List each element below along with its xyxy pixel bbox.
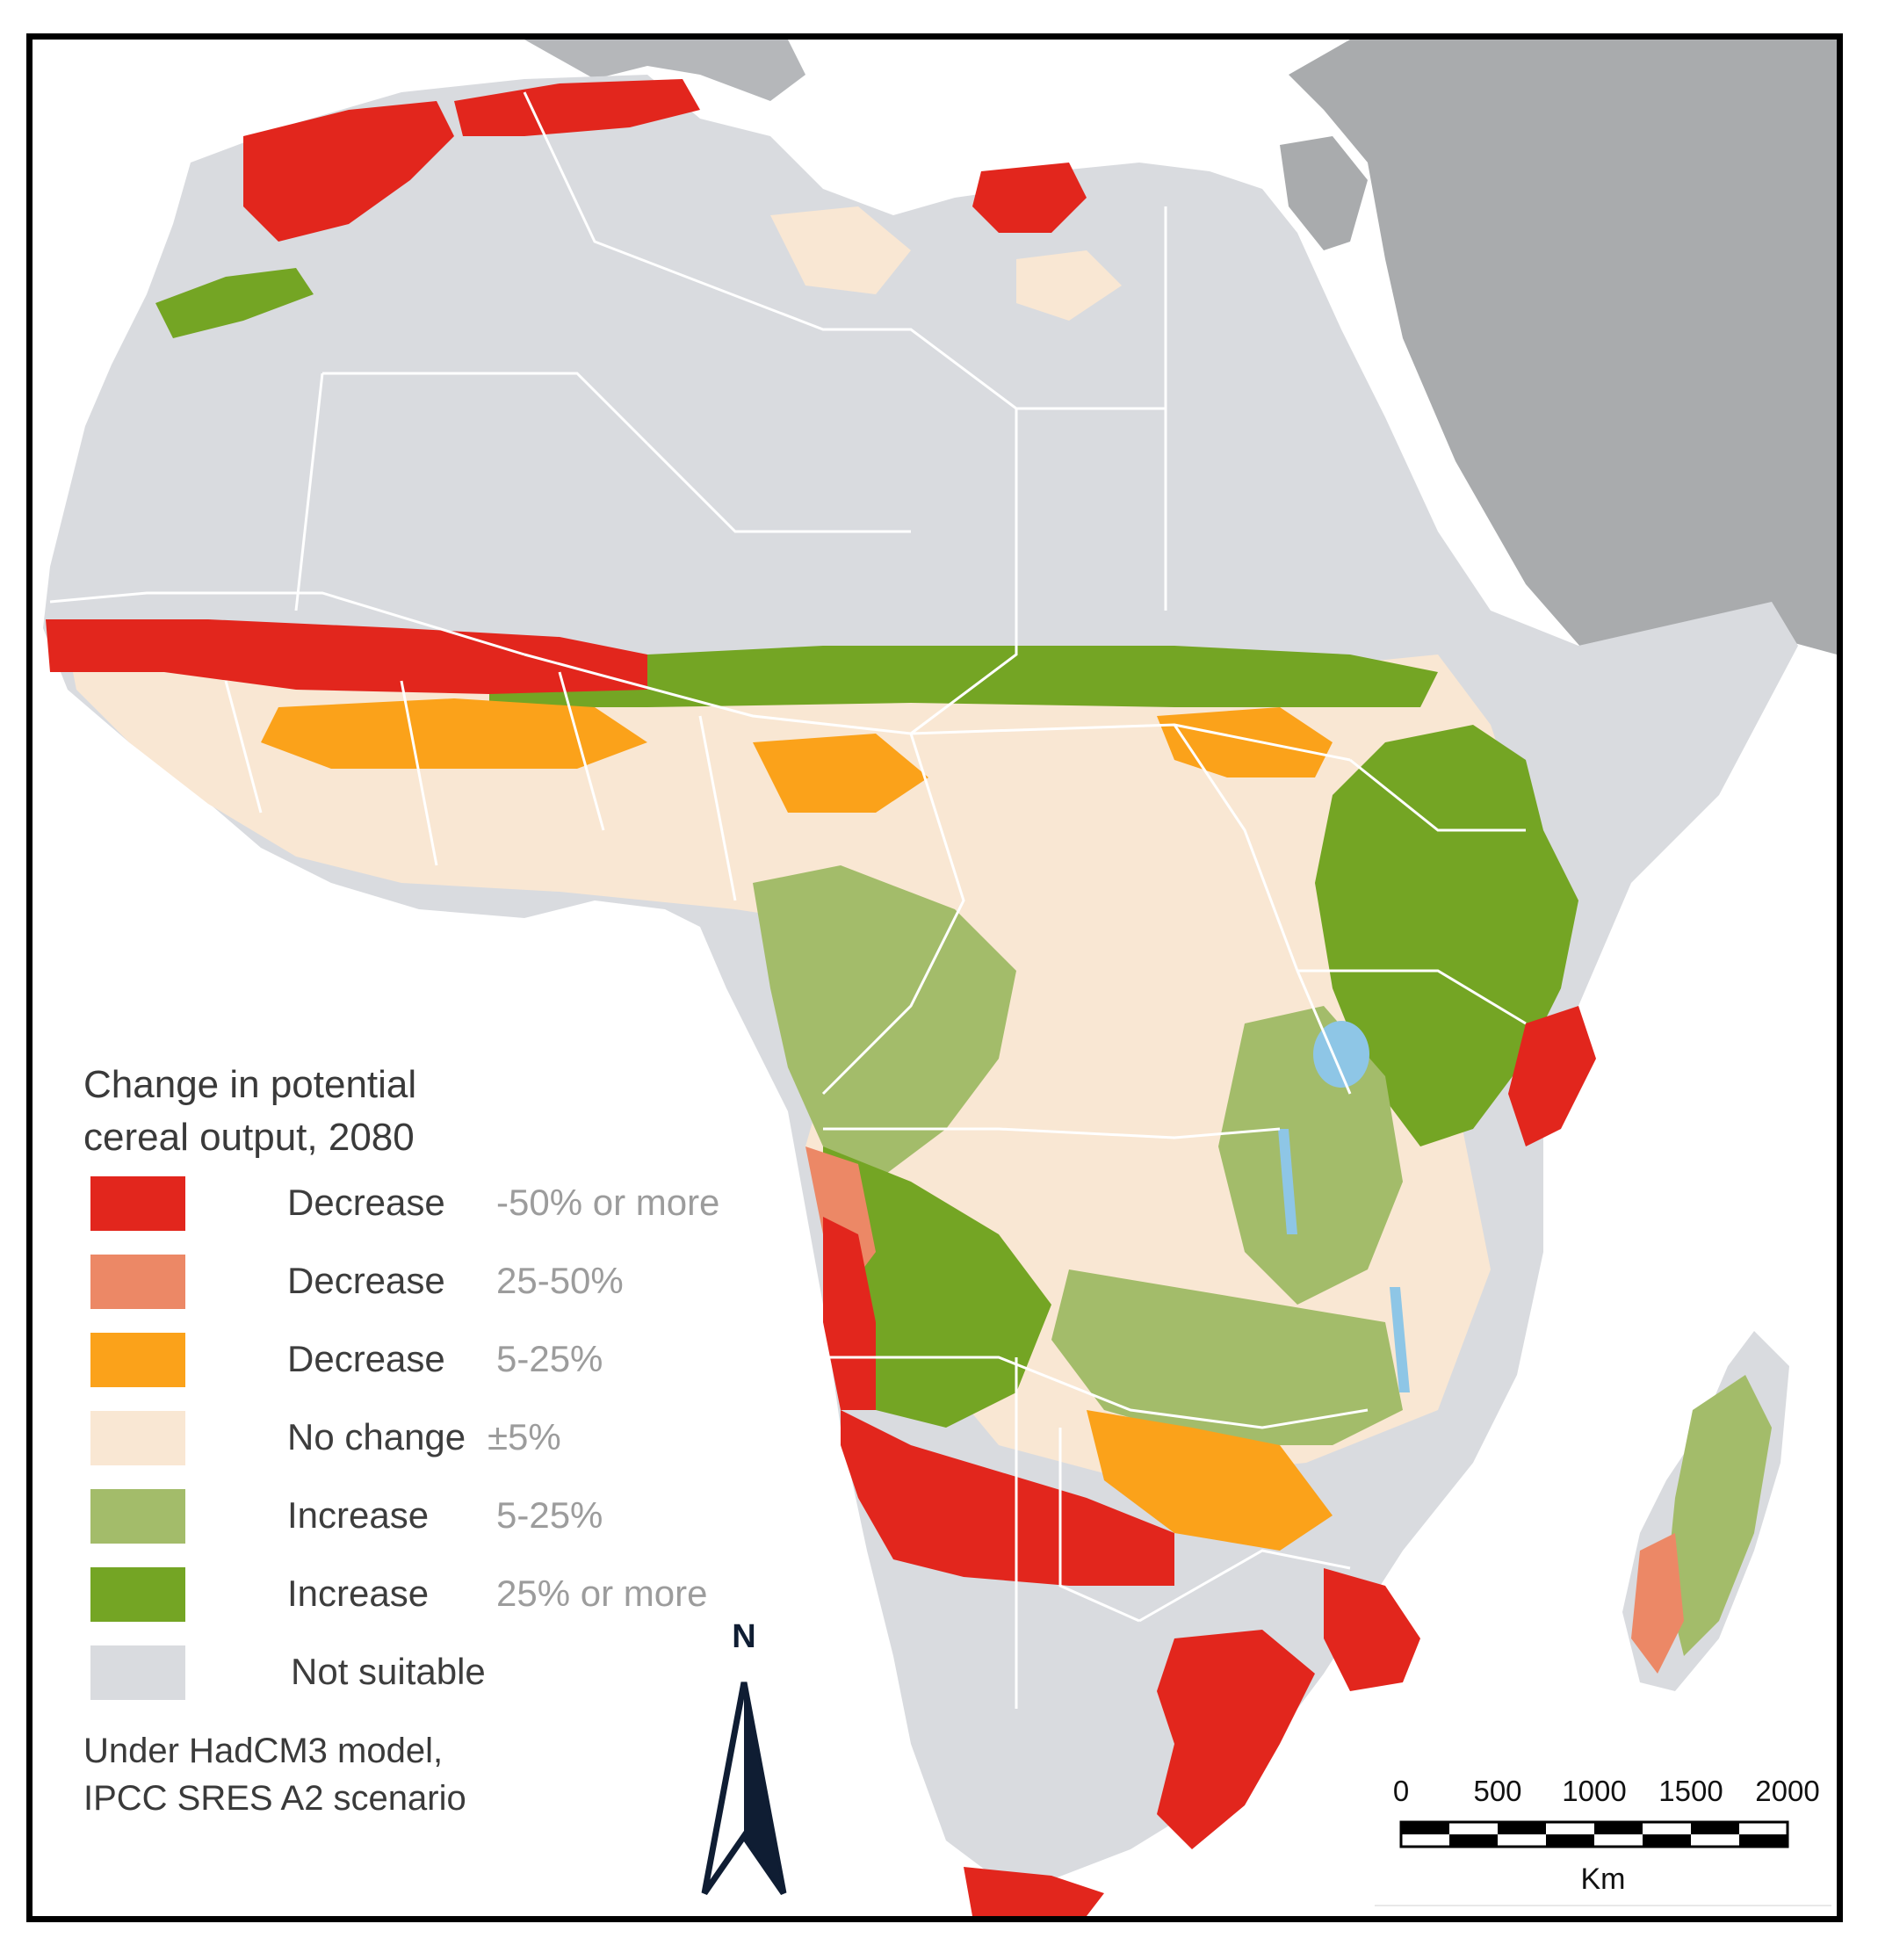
- legend-swatch: [90, 1255, 185, 1309]
- legend-swatch: [90, 1489, 185, 1544]
- scale-bar-graphic: [1399, 1820, 1789, 1848]
- legend-title: Change in potential cereal output, 2080: [83, 1063, 417, 1159]
- africa-map[interactable]: [33, 40, 1837, 1916]
- legend-item-range: 25% or more: [496, 1573, 708, 1614]
- legend-item-label: Decrease: [287, 1260, 445, 1301]
- legend-item-range: ±5%: [488, 1416, 561, 1457]
- lake-tanganyika: [1278, 1129, 1297, 1234]
- region-increase-south-central: [1051, 1269, 1403, 1445]
- legend-item-label: Decrease: [287, 1182, 445, 1223]
- map-frame: Change in potential cereal output, 2080 …: [26, 33, 1843, 1922]
- legend-swatch: [90, 1567, 185, 1622]
- region-decrease-severe-morocco: [243, 101, 454, 242]
- legend-item-range: 5-25%: [496, 1494, 603, 1536]
- legend-item-range: 5-25%: [496, 1338, 603, 1379]
- cereal-output-regions: [46, 79, 1772, 1916]
- region-decrease-severe-namibia: [841, 1410, 1174, 1586]
- region-decrease-severe-south-africa: [1157, 1630, 1315, 1849]
- scale-bar-unit: Km: [1580, 1862, 1626, 1896]
- region-atlas-green: [155, 268, 314, 338]
- legend-item-label: Not suitable: [291, 1651, 486, 1692]
- region-decrease-severe-cape: [964, 1867, 1104, 1916]
- region-scattered-north-east: [1016, 250, 1122, 321]
- legend-item-label: Increase: [287, 1494, 430, 1536]
- legend-note: Under HadCM3 model, IPCC SRES A2 scenari…: [83, 1732, 466, 1818]
- scale-bar-tick-label: 500: [1473, 1775, 1522, 1807]
- legend-item: Decrease 25-50%: [83, 1255, 751, 1333]
- legend-item-range: 25-50%: [496, 1260, 624, 1301]
- region-decrease-severe-angola-coast: [823, 1217, 876, 1410]
- scale-bar-tick-label: 1000: [1562, 1775, 1627, 1807]
- scale-bar-tick-label: 1500: [1658, 1775, 1723, 1807]
- legend-swatch: [90, 1645, 185, 1700]
- region-decrease-west-sahel: [261, 698, 647, 769]
- legend-item: No change ±5%: [83, 1411, 751, 1489]
- lake-victoria: [1313, 1021, 1369, 1088]
- legend-items: Decrease -50% or more Decrease 25-50% Decrea…: [83, 1176, 751, 1724]
- legend-item: Decrease -50% or more: [83, 1176, 751, 1255]
- region-increase-green-belt: [489, 646, 1438, 707]
- scale-bar-underline: [1375, 1905, 1831, 1906]
- region-madagascar-decrease: [1631, 1533, 1684, 1674]
- europe-landmass: [524, 40, 805, 101]
- legend-swatch: [90, 1411, 185, 1465]
- scale-bar-tick-label: 0: [1392, 1775, 1410, 1807]
- country-borders: [49, 91, 1527, 1709]
- sinai-landmass: [1280, 136, 1368, 250]
- legend-item: Increase 5-25%: [83, 1489, 751, 1567]
- legend-item: Increase 25% or more: [83, 1567, 751, 1645]
- legend-swatch: [90, 1333, 185, 1387]
- legend: Change in potential cereal output, 2080 …: [83, 1059, 751, 1822]
- region-increase-congo-west: [753, 865, 1016, 1182]
- region-scattered-north: [770, 206, 911, 294]
- scale-bar: 0 500 1000 1500 2000 Km: [1375, 1775, 1831, 1916]
- region-decrease-severe-kenya-coast: [1508, 1006, 1596, 1146]
- region-decrease-zambia: [1087, 1410, 1333, 1551]
- legend-item-label: No change: [287, 1416, 466, 1457]
- north-arrow-fill: [744, 1682, 784, 1893]
- legend-item: Not suitable: [83, 1645, 751, 1724]
- legend-item-label: Increase: [287, 1573, 430, 1614]
- lake-malawi: [1390, 1287, 1410, 1392]
- arabian-peninsula: [1289, 40, 1837, 690]
- region-decrease-severe-mozambique: [1324, 1568, 1420, 1691]
- region-madagascar-increase: [1666, 1375, 1772, 1656]
- legend-item-label: Decrease: [287, 1338, 445, 1379]
- region-decrease-severe-libya: [972, 163, 1087, 233]
- region-decrease-severe-senegal: [46, 619, 647, 694]
- scale-bar-tick-label: 2000: [1755, 1775, 1820, 1807]
- region-decrease-chad: [753, 734, 928, 813]
- region-decrease-severe-algeria-coast: [454, 79, 700, 136]
- region-decrease-sudan: [1157, 707, 1333, 777]
- legend-item-range: -50% or more: [496, 1182, 720, 1223]
- legend-swatch: [90, 1176, 185, 1231]
- north-arrow-icon: N: [701, 1618, 787, 1895]
- north-arrow-label: N: [732, 1618, 755, 1655]
- legend-item: Decrease 5-25%: [83, 1333, 751, 1411]
